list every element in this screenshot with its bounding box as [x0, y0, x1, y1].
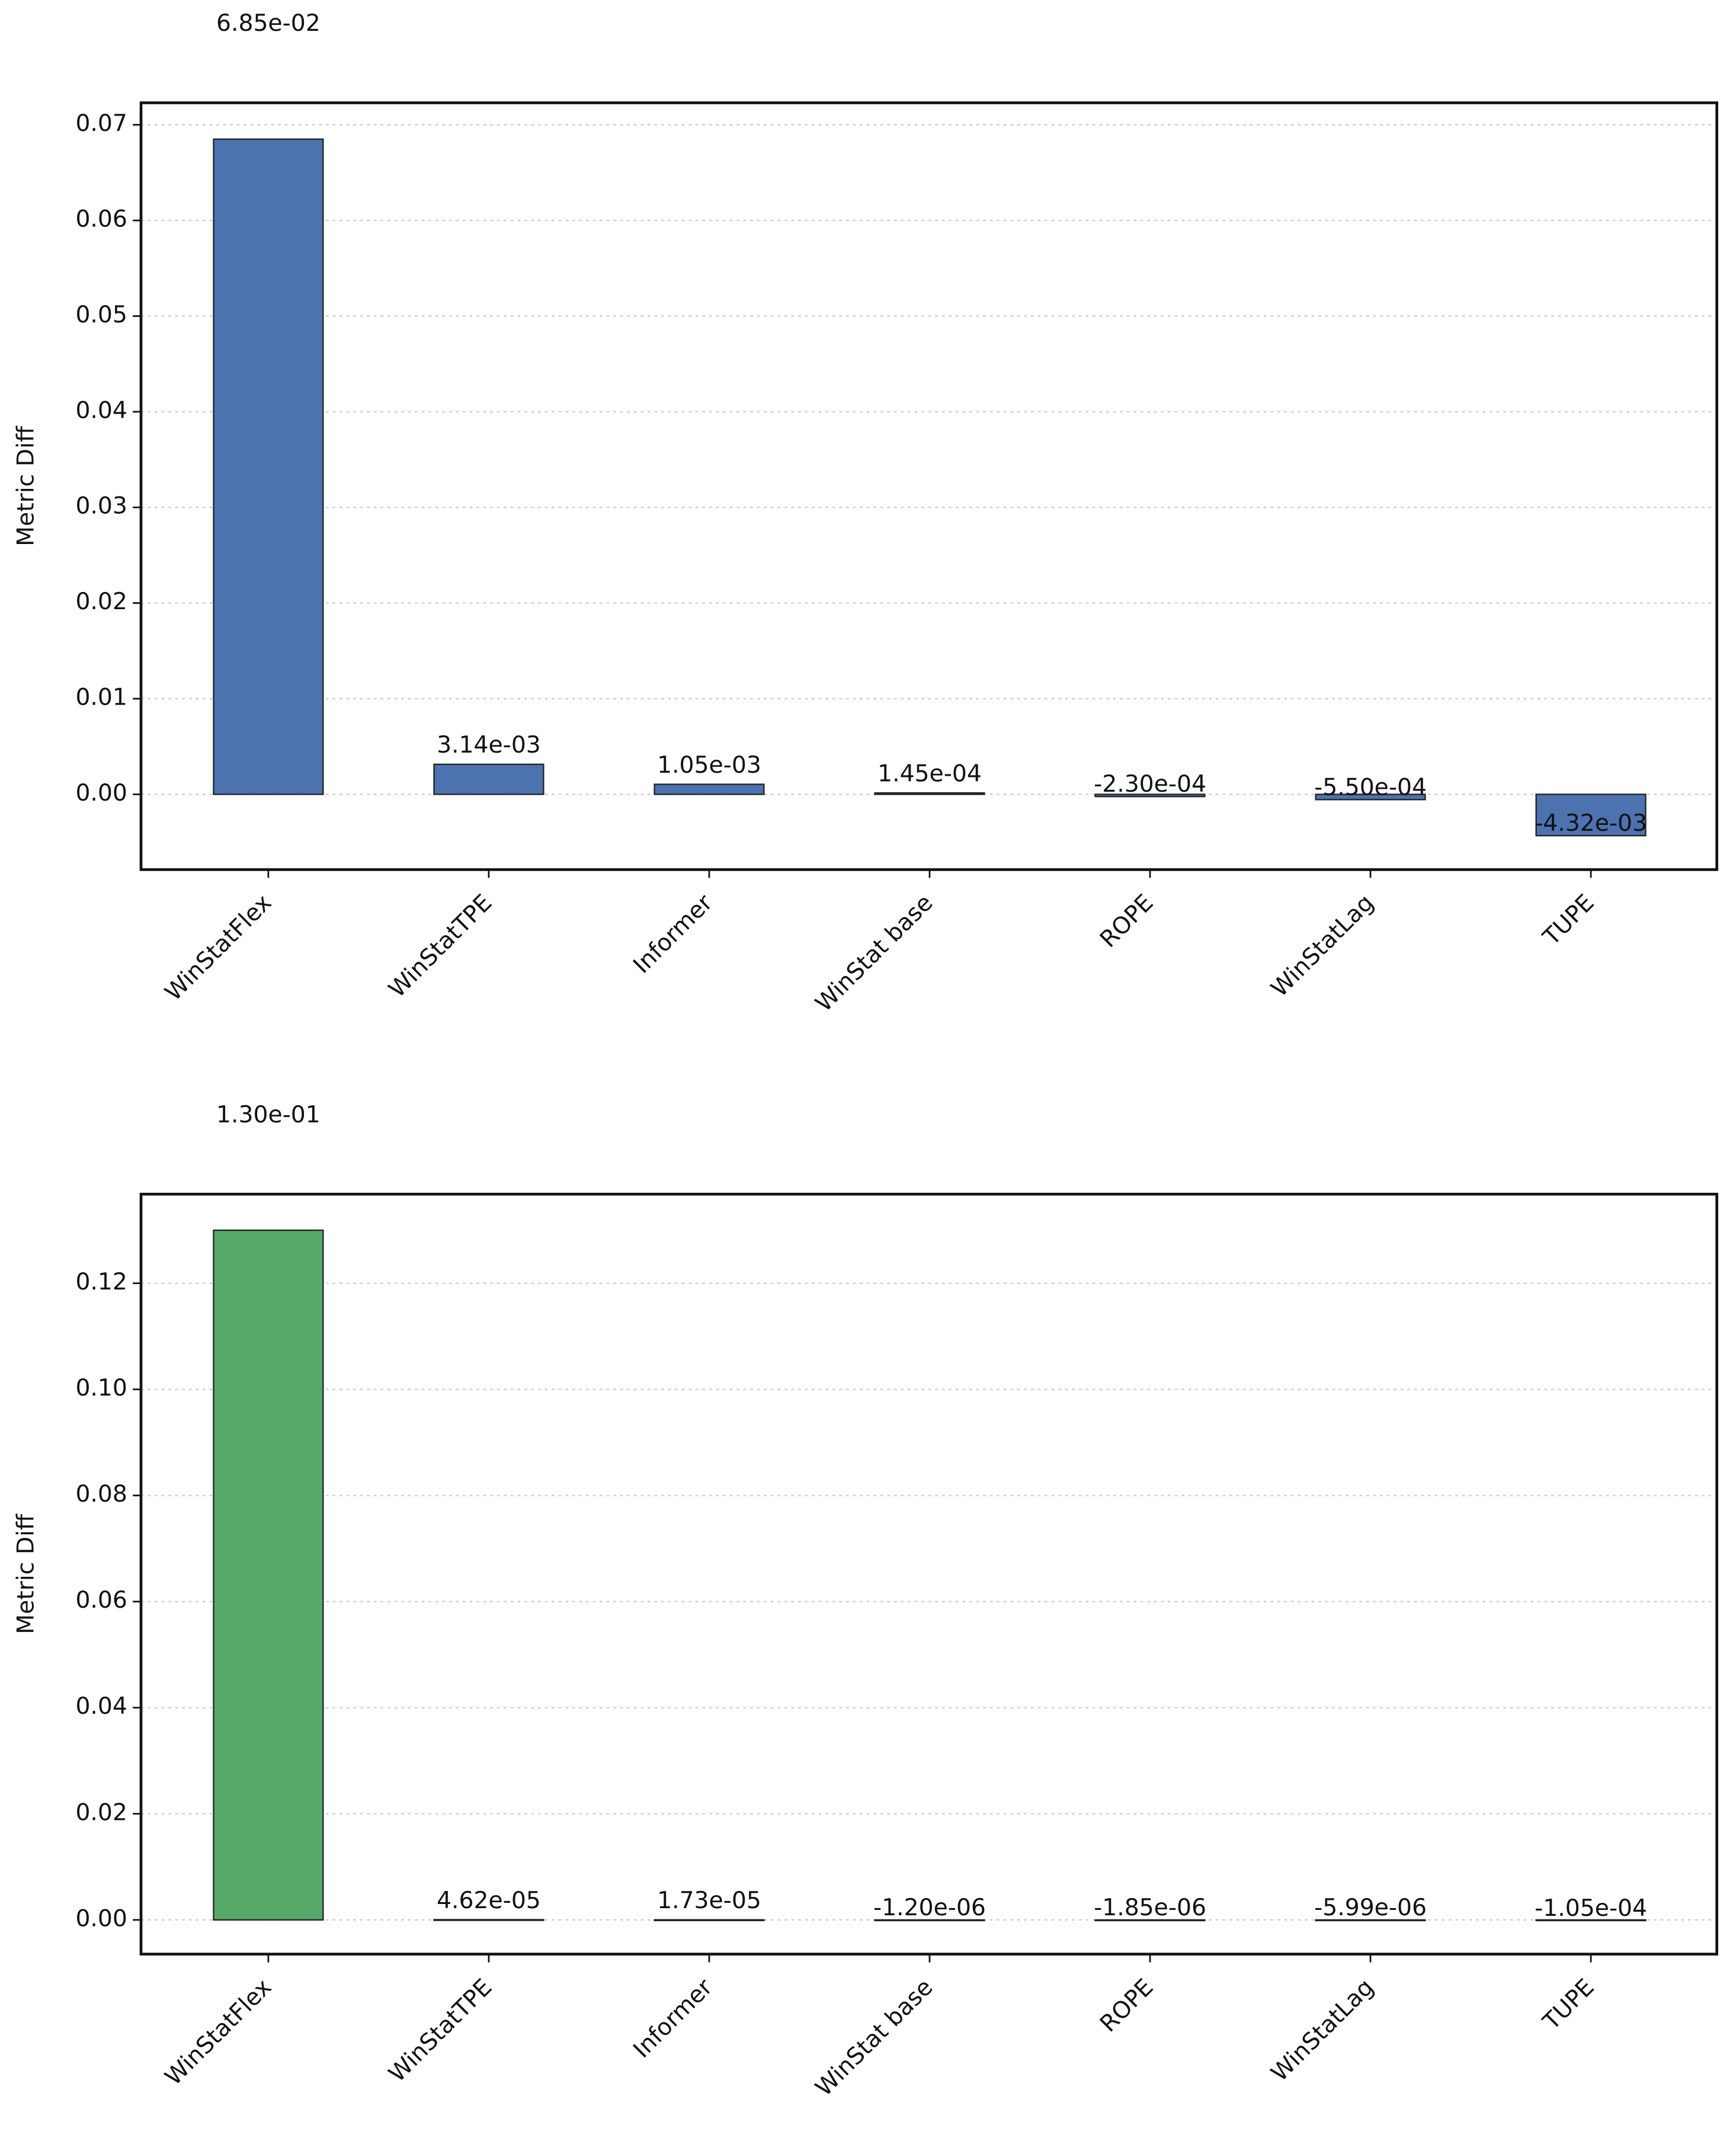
y-tick-label: 0.06: [75, 1587, 127, 1614]
x-tick-label: Informer: [629, 889, 718, 978]
y-tick-label: 0.04: [75, 1693, 127, 1720]
bar: [433, 763, 544, 795]
bar: [433, 1919, 544, 1921]
value-label: -5.50e-04: [1314, 774, 1427, 801]
x-tick-label: WinStatFlex: [160, 889, 277, 1006]
y-tick-label: 0.05: [75, 302, 127, 328]
x-tick-label: WinStatTPE: [384, 1974, 498, 2088]
value-label: 6.85e-02: [216, 10, 321, 37]
value-label: 4.62e-05: [437, 1887, 541, 1914]
x-tick-label: WinStatLag: [1266, 1974, 1379, 2087]
y-tick-label: 0.00: [75, 1905, 127, 1932]
bar: [874, 1919, 985, 1922]
value-label: 1.73e-05: [657, 1887, 761, 1914]
x-tick-label: ROPE: [1095, 1974, 1158, 2037]
y-tick-label: 0.08: [75, 1481, 127, 1508]
y-tick-label: 0.07: [75, 110, 127, 137]
y-axis-label: Metric Diff: [13, 1513, 40, 1634]
bar: [213, 1229, 324, 1921]
bar: [654, 1919, 765, 1921]
y-axis-label: Metric Diff: [13, 425, 40, 546]
bar: [213, 138, 324, 795]
bar: [654, 783, 765, 795]
bar: [1315, 793, 1426, 801]
x-tick-label: WinStatFlex: [160, 1974, 277, 2091]
bar: [1535, 793, 1647, 837]
bar: [1315, 1919, 1426, 1922]
axes-frame: [139, 1192, 1718, 1956]
bar: [1094, 1919, 1206, 1922]
value-label: 1.05e-03: [657, 752, 761, 779]
value-label: -5.99e-06: [1314, 1895, 1427, 1921]
bar: [1535, 1919, 1647, 1922]
x-tick-label: WinStat base: [811, 889, 938, 1017]
value-label: -1.85e-06: [1094, 1895, 1206, 1921]
x-tick-label: ROPE: [1095, 889, 1158, 953]
x-tick-label: Informer: [629, 1973, 718, 2063]
x-tick-label: WinStatTPE: [384, 889, 498, 1003]
value-label: 1.30e-01: [216, 1102, 321, 1128]
x-tick-label: WinStat base: [811, 1974, 938, 2101]
x-tick-label: WinStatLag: [1266, 889, 1379, 1002]
y-tick-label: 0.03: [75, 493, 127, 520]
x-tick-label: TUPE: [1538, 889, 1599, 951]
value-label: -2.30e-04: [1094, 771, 1206, 798]
y-tick-label: 0.12: [75, 1269, 127, 1295]
value-label: -1.20e-06: [873, 1895, 986, 1921]
y-tick-label: 0.10: [75, 1375, 127, 1401]
value-label: 1.45e-04: [877, 761, 982, 788]
y-tick-label: 0.04: [75, 397, 127, 424]
bar: [874, 792, 985, 795]
value-label: -1.05e-04: [1535, 1895, 1647, 1922]
y-tick-label: 0.02: [75, 1799, 127, 1826]
y-tick-label: 0.06: [75, 206, 127, 233]
value-label: -4.32e-03: [1535, 810, 1647, 837]
axes-frame: [139, 101, 1718, 871]
value-label: 3.14e-03: [437, 732, 541, 759]
bar: [1094, 793, 1206, 798]
y-tick-label: 0.01: [75, 684, 127, 711]
y-tick-label: 0.02: [75, 588, 127, 615]
x-tick-label: TUPE: [1538, 1974, 1599, 2036]
y-tick-label: 0.00: [75, 780, 127, 807]
